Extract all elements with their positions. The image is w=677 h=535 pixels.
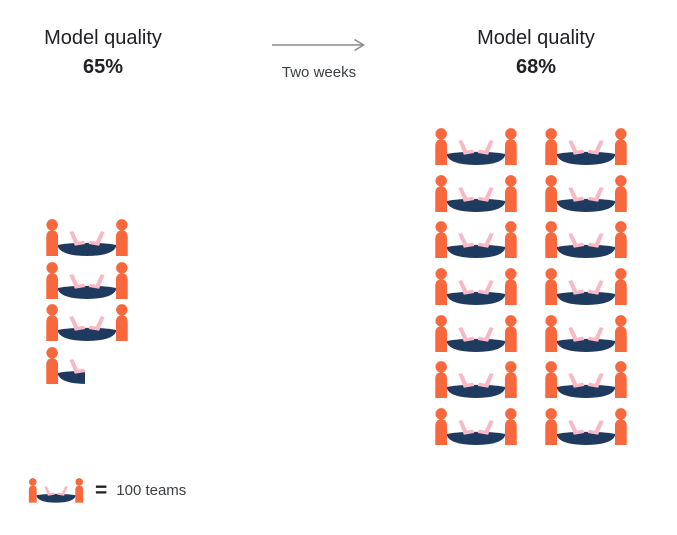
after-value: 68%	[515, 56, 557, 78]
before-value: 65%	[82, 56, 124, 78]
before-panel: Model quality 65%	[10, 26, 196, 79]
after-pictogram-group	[434, 128, 628, 446]
team-pictogram	[435, 268, 517, 305]
team-pictogram	[435, 128, 517, 165]
legend-equals: =	[95, 479, 108, 503]
team-pictogram	[46, 261, 128, 299]
team-pictogram	[435, 221, 517, 259]
before-title: Model quality	[44, 27, 162, 49]
transition-label: Two weeks	[281, 64, 357, 81]
legend-team-icon	[28, 478, 84, 503]
transition-block: Two weeks	[266, 38, 372, 81]
team-pictogram	[545, 268, 627, 305]
team-pictogram	[545, 361, 627, 399]
team-pictogram	[46, 304, 128, 342]
team-pictogram	[46, 219, 128, 256]
legend: = 100 teams	[28, 478, 186, 504]
team-pictogram	[435, 314, 517, 352]
team-pictogram	[435, 361, 517, 399]
after-panel: Model quality 68%	[443, 26, 629, 79]
team-pictogram	[545, 174, 627, 212]
team-pictogram-partial	[46, 347, 86, 384]
right-arrow-icon	[272, 38, 366, 52]
team-pictogram	[435, 174, 517, 212]
team-pictogram	[545, 221, 627, 259]
after-title: Model quality	[477, 27, 595, 49]
team-pictogram	[545, 128, 627, 165]
team-pictogram	[545, 407, 627, 445]
team-pictogram	[435, 407, 517, 445]
before-pictogram-group	[45, 219, 129, 386]
team-pictogram	[545, 314, 627, 352]
legend-label: 100 teams	[116, 482, 187, 500]
